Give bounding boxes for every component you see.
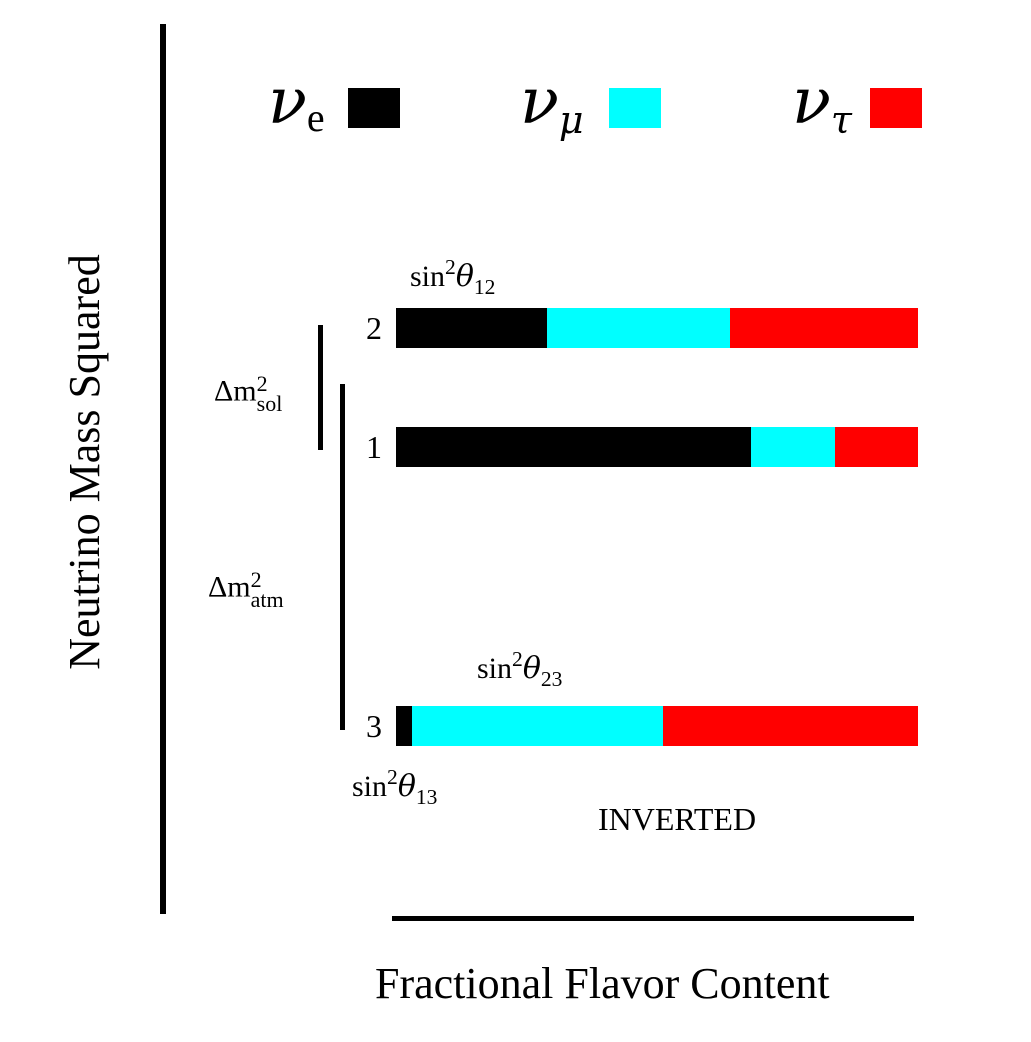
mass-state-2-nu-mu-segment (547, 308, 730, 348)
legend-item-nu-e: νe (268, 65, 325, 140)
x-axis-label: Fractional Flavor Content (375, 959, 830, 1008)
mass-state-3-nu-tau-segment (663, 706, 918, 746)
ordering-label: INVERTED (598, 801, 757, 837)
mass-state-1-nu-e-segment (396, 427, 751, 467)
mass-state-label-1: 1 (366, 429, 382, 465)
mass-state-1-nu-tau-segment (835, 427, 918, 467)
legend-swatch-nu-tau (870, 88, 922, 128)
legend-swatch-nu-mu (609, 88, 661, 128)
atmospheric-splitting-label: Δm 2 atm (208, 567, 284, 612)
solar-splitting-line (318, 325, 323, 450)
mass-state-1-nu-mu-segment (751, 427, 835, 467)
mass-state-label-3: 3 (366, 708, 382, 744)
atmospheric-splitting-line (340, 384, 345, 730)
mass-state-2-nu-e-segment (396, 308, 547, 348)
solar-splitting-label: Δm 2 sol (214, 371, 283, 416)
legend-item-nu-mu: νμ (520, 65, 584, 142)
mass-state-2-nu-tau-segment (730, 308, 918, 348)
y-axis-line (160, 24, 166, 914)
theta13-label: sin2θ13 (352, 765, 438, 809)
legend-item-nu-tau: ντ (792, 65, 852, 142)
theta12-label: sin2θ12 (410, 255, 496, 299)
theta23-label: sin2θ23 (477, 647, 563, 691)
legend-swatch-nu-e (348, 88, 400, 128)
mass-state-3-nu-mu-segment (412, 706, 663, 746)
mass-state-3-nu-e-segment (396, 706, 412, 746)
mass-state-label-2: 2 (366, 310, 382, 346)
x-axis-line (392, 916, 914, 921)
